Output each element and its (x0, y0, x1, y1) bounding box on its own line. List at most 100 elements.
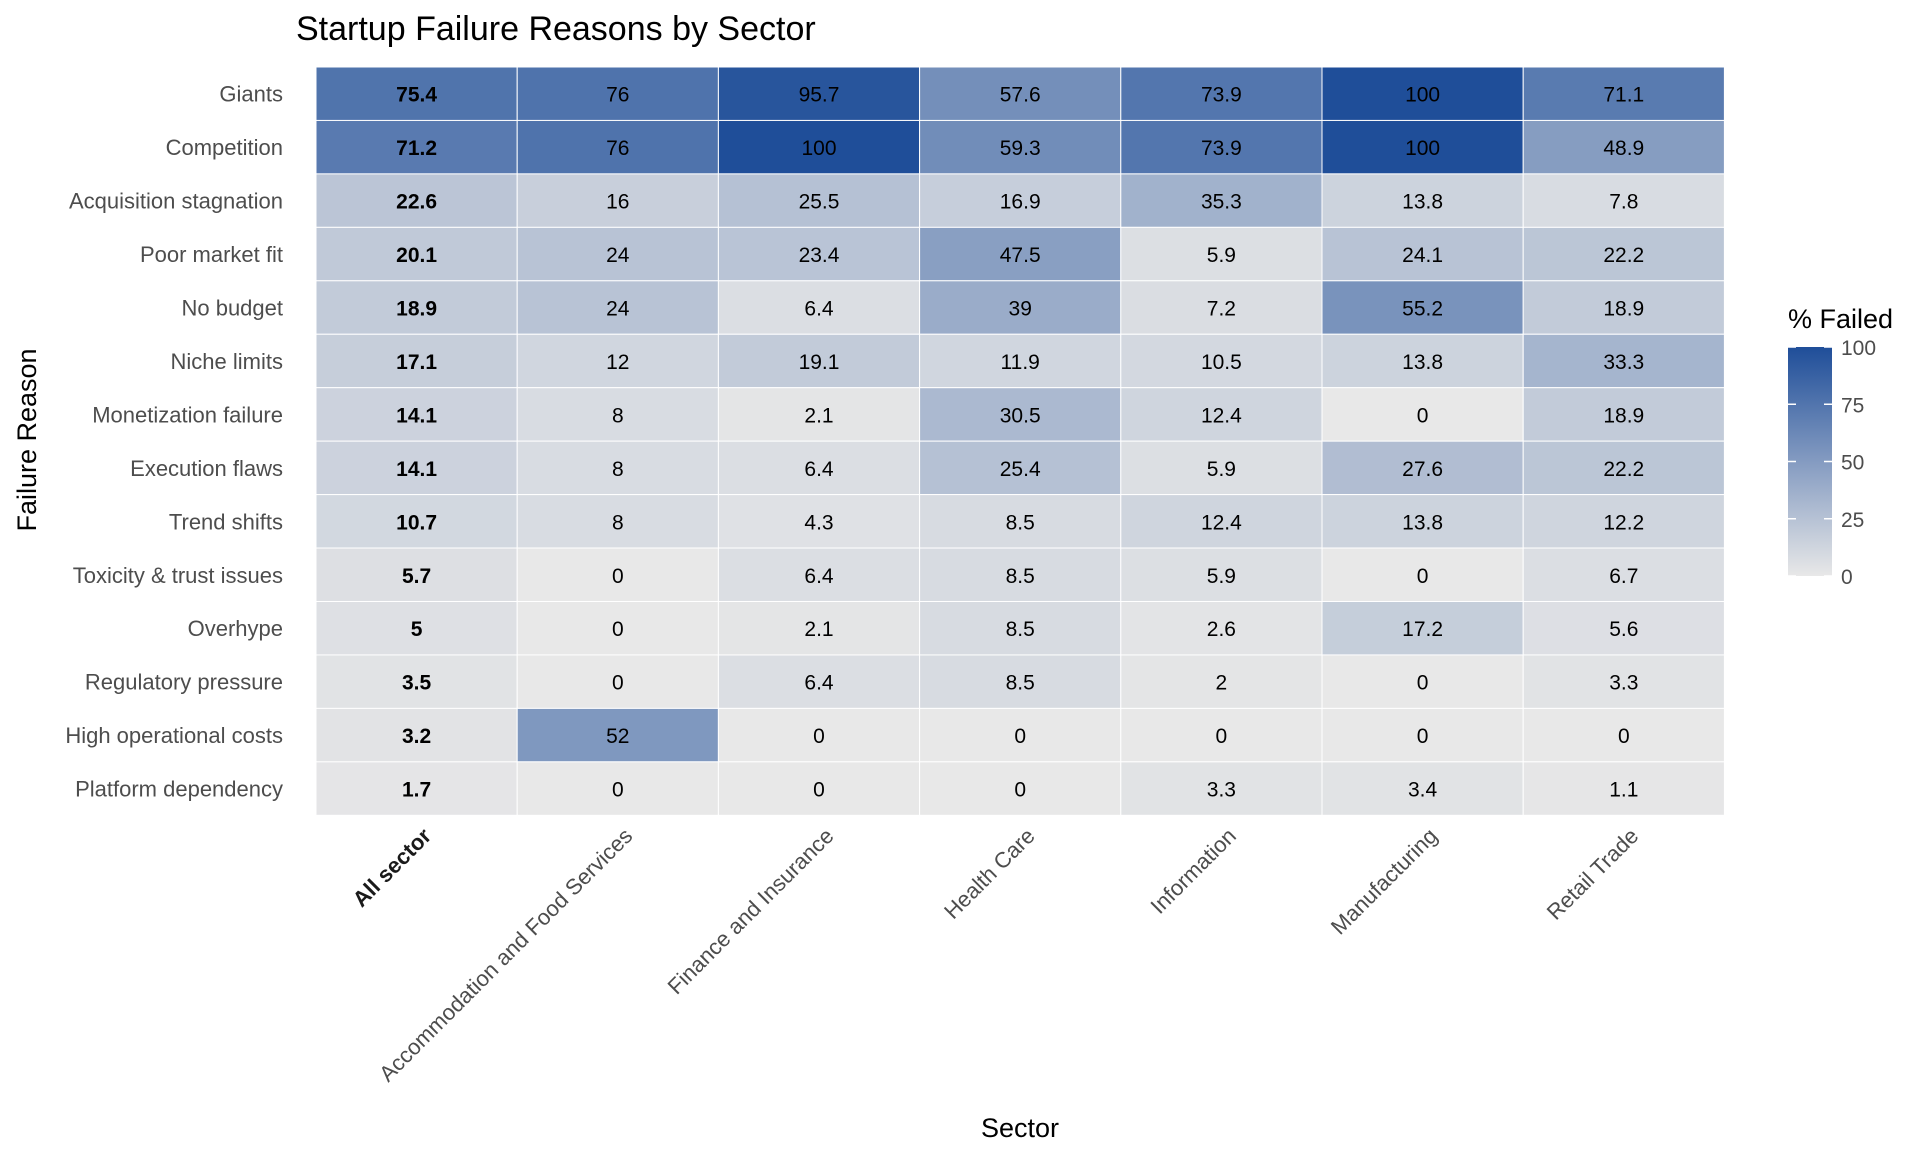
col-label-health-care: Health Care (939, 823, 1040, 924)
y-axis-title: Failure Reason (12, 348, 42, 531)
cell-value-label: 100 (1405, 84, 1440, 107)
heatmap-cell (1321, 654, 1524, 709)
heatmap-cell (717, 387, 921, 442)
heatmap-cell (315, 333, 518, 389)
cell-value-label: 33.3 (1603, 351, 1644, 374)
heatmap-cell (1321, 387, 1524, 442)
heatmap-cell (919, 601, 1122, 656)
cell-value-label: 5 (411, 618, 423, 641)
cell-value-label: 30.5 (1000, 404, 1041, 427)
heatmap-cell (1120, 761, 1323, 816)
cell-value-label: 0 (1417, 725, 1429, 748)
heatmap-cell (315, 440, 518, 496)
heatmap-cell (516, 333, 719, 389)
cell-value-label: 25.4 (1000, 458, 1041, 481)
cell-value-label: 16 (606, 191, 629, 214)
color-legend: % Failed 0 25 50 75 100 (1788, 304, 1893, 589)
row-label-niche-limits: Niche limits (171, 349, 283, 374)
cell-value-label: 18.9 (1603, 404, 1644, 427)
heatmap-cell (1321, 226, 1524, 282)
legend-tick-label: 75 (1841, 394, 1864, 417)
row-label-acquisition-stagnation: Acquisition stagnation (69, 189, 283, 214)
row-label-regulatory-pressure: Regulatory pressure (85, 670, 283, 695)
row-label-overhype: Overhype (188, 616, 283, 641)
heatmap-cell (1522, 440, 1725, 496)
cell-value-label: 0 (612, 779, 624, 802)
cell-value-label: 71.1 (1603, 84, 1644, 107)
heatmap-cell (1120, 173, 1323, 228)
heatmap-cell (1522, 280, 1725, 335)
cell-value-label: 8.5 (1006, 618, 1035, 641)
cell-value-label: 6.4 (804, 565, 834, 588)
cell-value-label: 1.7 (402, 779, 431, 802)
heatmap-cell (1522, 761, 1725, 816)
cell-value-label: 73.9 (1201, 84, 1242, 107)
heatmap-cell (1120, 654, 1323, 709)
cell-value-label: 8.5 (1006, 672, 1035, 695)
heatmap-cell (919, 333, 1122, 389)
cell-value-label: 0 (813, 779, 825, 802)
cell-value-label: 0 (612, 618, 624, 641)
heatmap-cell (1522, 547, 1725, 602)
cell-value-label: 5.6 (1609, 618, 1638, 641)
heatmap-cell (919, 707, 1122, 763)
heatmap-cell (516, 440, 719, 496)
cell-value-label: 3.4 (1408, 779, 1438, 802)
heatmap-cell (1120, 119, 1323, 175)
heatmap-cell (516, 601, 719, 656)
cell-value-label: 52 (606, 725, 629, 748)
legend-tick-label: 100 (1841, 337, 1876, 360)
heatmap-cell (1120, 601, 1323, 656)
x-axis-title: Sector (981, 1113, 1059, 1143)
cell-value-label: 20.1 (396, 244, 437, 267)
heatmap-cell (1522, 654, 1725, 709)
heatmap-cell (717, 547, 921, 602)
heatmap-cell (516, 173, 719, 228)
cell-value-label: 8.5 (1006, 565, 1035, 588)
cell-value-label: 3.5 (402, 672, 432, 695)
heatmap-cell (919, 66, 1122, 121)
cell-value-label: 0 (1417, 672, 1429, 695)
row-label-monetization-failure: Monetization failure (92, 402, 283, 427)
cell-value-label: 7.2 (1207, 298, 1236, 321)
legend-ticks: 0 25 50 75 100 (1788, 337, 1876, 589)
cell-value-label: 12 (606, 351, 629, 374)
heatmap-cell (919, 226, 1122, 282)
heatmap-cell (315, 494, 518, 549)
heatmap-cell (919, 173, 1122, 228)
heatmap-cell (1321, 173, 1524, 228)
heatmap-cell (1120, 547, 1323, 602)
heatmap-cell (1120, 333, 1323, 389)
heatmap-cell (717, 119, 921, 175)
cell-value-label: 24 (606, 244, 630, 267)
col-label-manufacturing: Manufacturing (1326, 823, 1442, 939)
cell-value-label: 39 (1009, 298, 1032, 321)
heatmap-cell (516, 66, 719, 121)
heatmap-cell (1321, 601, 1524, 656)
col-label-finance-and-insurance: Finance and Insurance (663, 823, 839, 999)
cell-value-label: 16.9 (1000, 191, 1041, 214)
cell-value-label: 13.8 (1402, 191, 1443, 214)
heatmap-cell (315, 707, 518, 763)
cell-value-label: 8 (612, 458, 624, 481)
col-label-information: Information (1145, 823, 1241, 919)
heatmap-cell (516, 226, 719, 282)
cell-value-label: 0 (1014, 779, 1026, 802)
cell-value-label: 0 (813, 725, 825, 748)
heatmap-cell (1522, 707, 1725, 763)
cell-value-label: 24 (606, 298, 630, 321)
heatmap-cell (315, 119, 518, 175)
cell-value-label: 14.1 (396, 458, 437, 481)
cell-value-label: 12.2 (1603, 511, 1644, 534)
heatmap-cell (516, 707, 719, 763)
row-label-high-operational-costs: High operational costs (65, 723, 283, 748)
heatmap-cell (1321, 119, 1524, 175)
row-label-execution-flaws: Execution flaws (130, 456, 283, 481)
heatmap-cell (315, 761, 518, 816)
cell-value-label: 35.3 (1201, 191, 1242, 214)
cell-value-label: 11.9 (1001, 351, 1040, 374)
cell-value-label: 22.2 (1603, 458, 1644, 481)
cell-value-label: 18.9 (1603, 298, 1644, 321)
col-label-retail-trade: Retail Trade (1542, 823, 1644, 925)
heatmap-cell (717, 280, 921, 335)
